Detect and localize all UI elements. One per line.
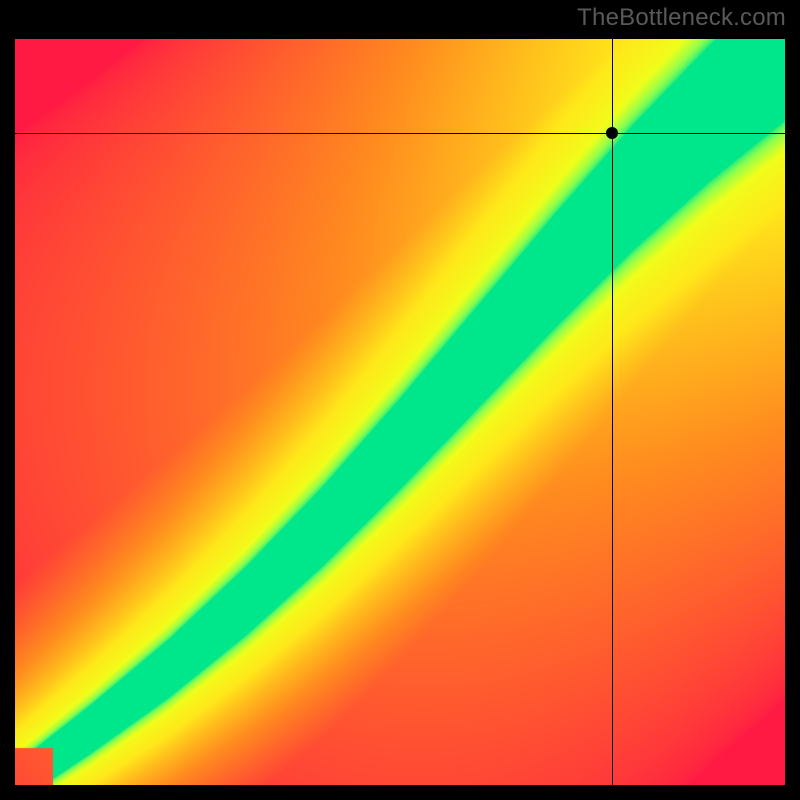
heatmap-canvas [14,38,786,786]
watermark-text: TheBottleneck.com [577,4,786,32]
crosshair-marker [606,127,618,139]
crosshair-vertical [612,38,613,786]
crosshair-horizontal [14,133,786,134]
bottleneck-heatmap [14,38,786,786]
